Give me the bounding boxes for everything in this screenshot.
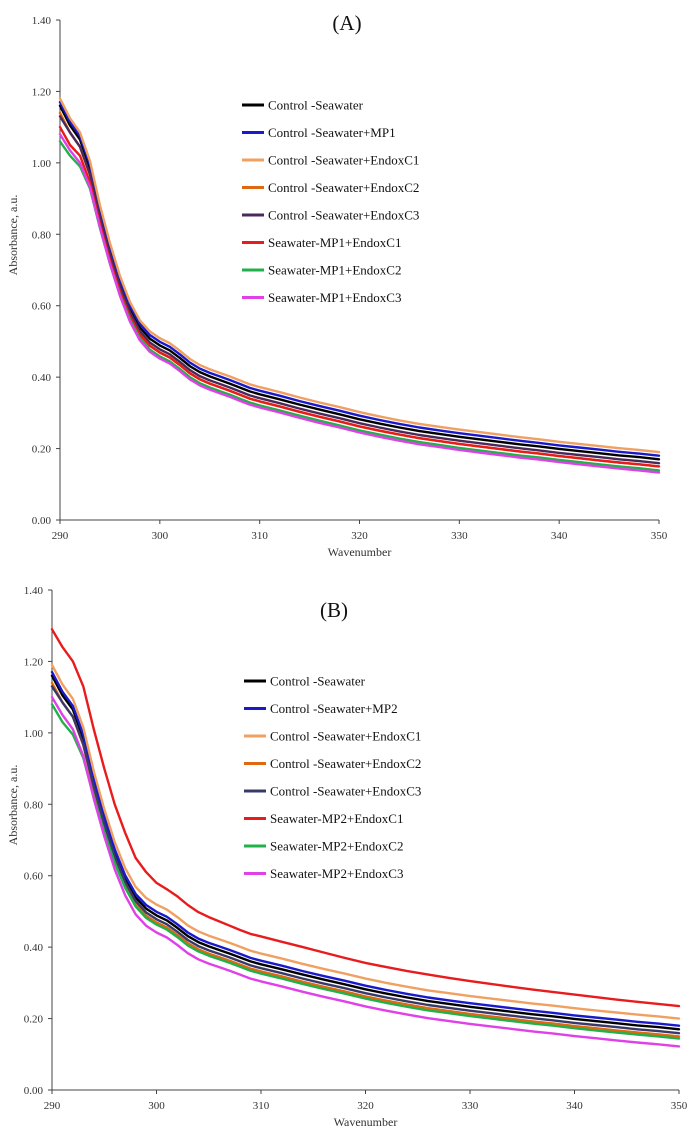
legend-entry: Seawater-MP1+EndoxC2 [268,263,401,278]
y-tick-label: 1.00 [32,158,52,170]
x-tick-label: 320 [357,1100,374,1112]
y-tick-label: 0.60 [24,871,44,883]
panel-title: (A) [332,11,361,35]
y-tick-label: 0.60 [32,301,52,313]
x-tick-label: 320 [351,530,368,542]
x-tick-label: 340 [566,1100,583,1112]
legend-entry: Control -Seawater+EndoxC2 [268,180,419,195]
y-tick-label: 0.40 [24,942,44,954]
y-axis-label: Absorbance, a.u. [6,765,20,846]
y-tick-label: 0.80 [32,229,52,241]
x-axis-label: Wavenumber [328,545,392,559]
legend-entry: Control -Seawater+EndoxC2 [270,756,421,771]
chart-panel-b: 0.00 0.20 0.40 0.60 0.80 1.00 1.20 1.40 290 300 31… [6,585,688,1129]
legend-entry: Control -Seawater+EndoxC3 [268,208,419,223]
legend-entry: Control -Seawater+MP1 [268,125,396,140]
y-tick-label: 1.20 [24,656,44,668]
y-tick-label: 0.00 [24,1085,44,1097]
x-tick-label: 330 [462,1100,479,1112]
y-tick-label: 1.40 [24,585,44,597]
legend-entry: Control -Seawater [268,98,364,113]
series-line-1 [50,674,681,1031]
series-line-5 [58,115,661,465]
x-tick-label: 350 [671,1100,688,1112]
legend-entry: Seawater-MP2+EndoxC2 [270,839,403,854]
panel-title: (B) [320,598,348,622]
x-tick-label: 350 [651,530,668,542]
chart-panel-a: 0.00 0.20 0.40 0.60 0.80 1.00 1.20 1.40 290 300 31… [6,11,668,559]
x-tick-label: 290 [44,1100,61,1112]
x-tick-label: 310 [253,1100,270,1112]
y-tick-label: 0.00 [32,515,52,527]
y-tick-label: 1.20 [32,86,52,98]
y-tick-label: 0.20 [24,1014,44,1026]
legend-entry: Control -Seawater+EndoxC1 [270,729,421,744]
legend-entry: Seawater-MP2+EndoxC3 [270,866,403,881]
x-tick-label: 310 [251,530,268,542]
series-line-3 [50,663,681,1020]
legend: Control -Seawater Control -Seawater+MP1 Co… [242,98,419,305]
series-line-8 [50,695,681,1048]
legend-entry: Seawater-MP2+EndoxC1 [270,811,403,826]
x-tick-label: 290 [52,530,69,542]
y-axis-label: Absorbance, a.u. [6,195,20,276]
series-line-6 [50,628,681,1008]
legend-entry: Seawater-MP1+EndoxC1 [268,235,401,250]
legend-entry: Control -Seawater [270,674,366,689]
legend-entry: Control -Seawater+EndoxC3 [270,784,421,799]
x-tick-label: 300 [148,1100,165,1112]
y-tick-label: 0.80 [24,799,44,811]
y-tick-label: 0.20 [32,444,52,456]
x-tick-label: 340 [551,530,568,542]
series-line-7 [50,703,681,1040]
series-line-2 [58,100,661,457]
legend-entry: Seawater-MP1+EndoxC3 [268,290,401,305]
series-line-2 [50,670,681,1027]
series-line-8 [58,133,661,474]
y-tick-label: 1.40 [32,15,52,27]
y-tick-label: 1.00 [24,728,44,740]
x-axis-label: Wavenumber [334,1115,398,1129]
series-line-3 [58,97,661,454]
x-tick-label: 300 [152,530,169,542]
legend: Control -Seawater Control -Seawater+MP2 Co… [244,674,421,881]
y-tick-label: 0.40 [32,372,52,384]
legend-entry: Control -Seawater+MP2 [270,701,398,716]
x-tick-label: 330 [451,530,468,542]
legend-entry: Control -Seawater+EndoxC1 [268,153,419,168]
series-line-5 [50,685,681,1035]
